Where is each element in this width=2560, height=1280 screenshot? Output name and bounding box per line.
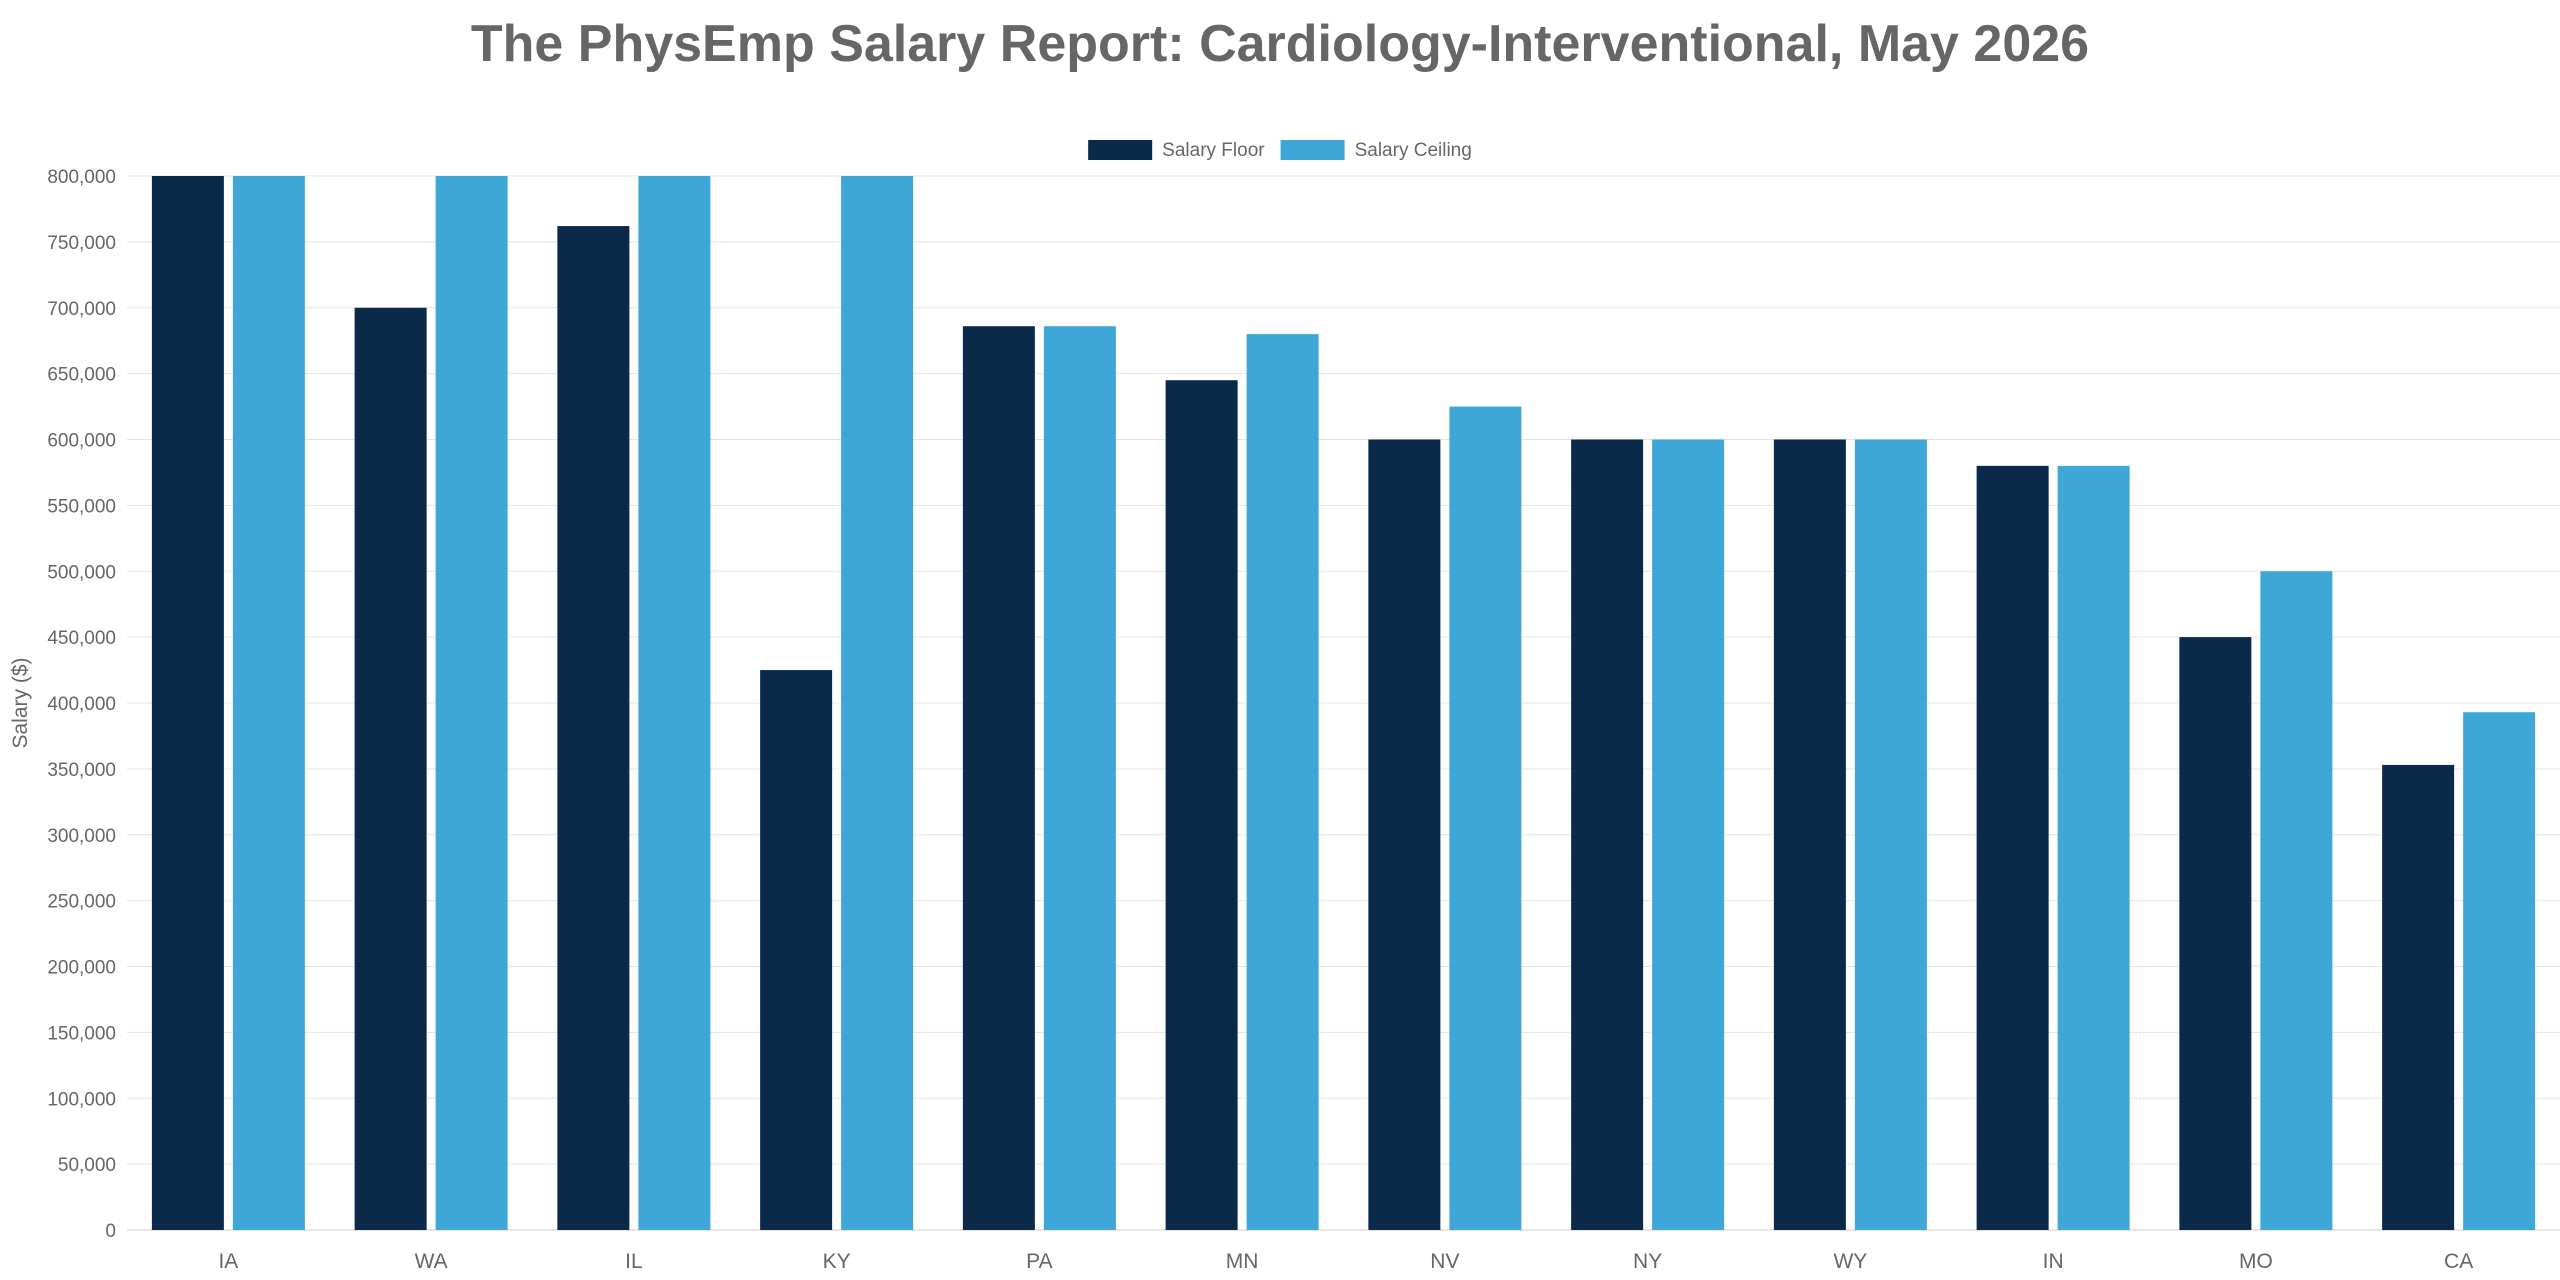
y-tick-label: 450,000 xyxy=(47,628,116,649)
gridlines xyxy=(127,175,2560,1231)
y-axis-label: Salary ($) xyxy=(9,657,32,748)
x-tick-label: WA xyxy=(415,1250,448,1273)
y-tick-label: 550,000 xyxy=(47,496,116,517)
bar-salary-floor-il xyxy=(557,226,630,1230)
bar-salary-ceiling-mn xyxy=(1246,334,1319,1231)
bar-salary-floor-mn xyxy=(1165,380,1238,1230)
bar-salary-floor-pa xyxy=(962,326,1035,1230)
bar-salary-ceiling-il xyxy=(638,176,711,1230)
x-tick-label: IL xyxy=(625,1250,643,1273)
bars xyxy=(151,176,2536,1231)
legend-swatch-salary-floor xyxy=(1088,140,1153,160)
x-tick-label: NY xyxy=(1633,1250,1662,1273)
y-tick-label: 50,000 xyxy=(58,1155,116,1176)
bar-salary-ceiling-ky xyxy=(841,176,914,1230)
y-tick-label: 300,000 xyxy=(47,826,116,847)
bar-salary-ceiling-ia xyxy=(232,176,305,1230)
bar-salary-ceiling-in xyxy=(2057,465,2130,1231)
x-tick-label: WY xyxy=(1833,1250,1867,1273)
x-tick-label: MO xyxy=(2239,1250,2273,1273)
y-tick-label: 750,000 xyxy=(47,233,116,254)
y-tick-label: 200,000 xyxy=(47,958,116,979)
bar-salary-floor-ky xyxy=(760,670,833,1230)
bar-salary-ceiling-mo xyxy=(2260,571,2333,1230)
bar-salary-floor-mo xyxy=(2179,637,2252,1230)
axes: 0 50,000 100,000 150,000 200,000 250,000 300,0… xyxy=(9,167,2473,1273)
bar-salary-floor-wa xyxy=(354,307,427,1230)
y-tick-label: 600,000 xyxy=(47,431,116,452)
y-tick-label: 100,000 xyxy=(47,1089,116,1110)
x-tick-label: IA xyxy=(218,1250,238,1273)
y-tick-label: 350,000 xyxy=(47,760,116,781)
x-tick-label: NV xyxy=(1430,1250,1459,1273)
x-tick-label: IN xyxy=(2043,1250,2064,1273)
x-tick-label: PA xyxy=(1026,1250,1052,1273)
bar-salary-floor-ny xyxy=(1571,439,1644,1230)
y-tick-label: 800,000 xyxy=(47,167,116,188)
y-tick-label: 500,000 xyxy=(47,562,116,583)
chart-title: The PhysEmp Salary Report: Cardiology-In… xyxy=(470,15,2090,73)
legend-swatch-salary-ceiling xyxy=(1280,140,1345,160)
y-tick-label: 0 xyxy=(105,1221,116,1242)
bar-salary-floor-ia xyxy=(151,176,224,1230)
x-tick-label: MN xyxy=(1226,1250,1259,1273)
bar-salary-ceiling-ny xyxy=(1652,439,1725,1230)
legend-label: Salary Floor xyxy=(1162,140,1265,161)
bar-salary-ceiling-nv xyxy=(1449,406,1522,1230)
bar-salary-ceiling-wa xyxy=(435,176,508,1230)
bar-salary-floor-ca xyxy=(2382,764,2455,1230)
bar-salary-ceiling-pa xyxy=(1043,326,1116,1230)
legend: Salary Floor Salary Ceiling xyxy=(1088,140,1472,161)
y-tick-label: 150,000 xyxy=(47,1023,116,1044)
y-tick-label: 400,000 xyxy=(47,694,116,715)
bar-salary-ceiling-ca xyxy=(2463,712,2536,1230)
y-tick-label: 250,000 xyxy=(47,892,116,913)
bar-salary-ceiling-wy xyxy=(1854,439,1927,1230)
y-tick-label: 650,000 xyxy=(47,365,116,386)
x-tick-label: CA xyxy=(2444,1250,2473,1273)
bar-salary-floor-in xyxy=(1976,465,2049,1231)
bar-salary-floor-nv xyxy=(1368,439,1441,1230)
y-tick-label: 700,000 xyxy=(47,299,116,320)
legend-label: Salary Ceiling xyxy=(1355,140,1472,161)
bar-salary-floor-wy xyxy=(1773,439,1846,1230)
x-tick-label: KY xyxy=(823,1250,851,1273)
